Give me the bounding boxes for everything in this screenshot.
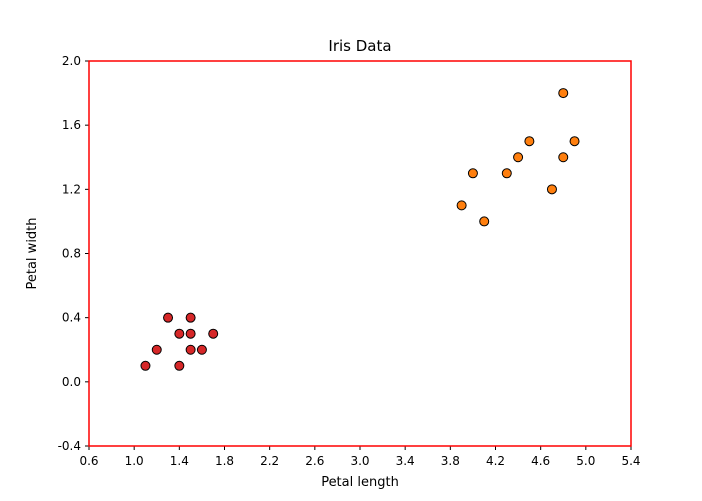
x-tick-label: 1.8 [215,454,234,468]
y-tick-label: -0.4 [58,439,81,453]
x-tick-label: 5.4 [621,454,640,468]
y-tick-label: 0.0 [62,375,81,389]
data-point [208,328,219,339]
x-tick-label: 4.2 [486,454,505,468]
data-point [185,312,196,323]
x-tick-label: 3.8 [441,454,460,468]
x-tick-label: 3.0 [350,454,369,468]
y-tick-label: 0.8 [62,247,81,261]
x-tick-label: 2.6 [305,454,324,468]
y-axis-label: Petal width [25,217,40,289]
x-tick-label: 3.4 [396,454,415,468]
data-point [151,344,162,355]
x-tick-label: 1.4 [170,454,189,468]
data-point [558,88,569,99]
x-axis-label: Petal length [321,475,399,490]
data-point [140,360,151,371]
x-tick-label: 4.6 [531,454,550,468]
data-point [558,152,569,163]
data-point [546,184,557,195]
data-point [163,312,174,323]
x-tick-label: 2.2 [260,454,279,468]
data-point [174,360,185,371]
chart-title: Iris Data [328,37,391,55]
data-point [467,168,478,179]
y-tick-label: 1.2 [62,182,81,196]
data-point [513,152,524,163]
data-point [501,168,512,179]
data-point [185,328,196,339]
y-tick-label: 1.6 [62,118,81,132]
plot-frame [88,60,632,447]
data-point [174,328,185,339]
x-tick-label: 1.0 [125,454,144,468]
data-point [185,344,196,355]
points-layer [140,88,580,371]
y-tick-label: 2.0 [62,54,81,68]
x-tick-label: 0.6 [79,454,98,468]
axes-layer: 0.6 1.0 1.4 1.8 2.2 2.6 3.0 3.4 3.8 4.2 4.6 5.0 5.4 -… [58,54,641,468]
data-point [524,136,535,147]
data-point [196,344,207,355]
y-tick-label: 0.4 [62,311,81,325]
x-tick-label: 5.0 [576,454,595,468]
data-point [456,200,467,211]
data-point [479,216,490,227]
data-point [569,136,580,147]
